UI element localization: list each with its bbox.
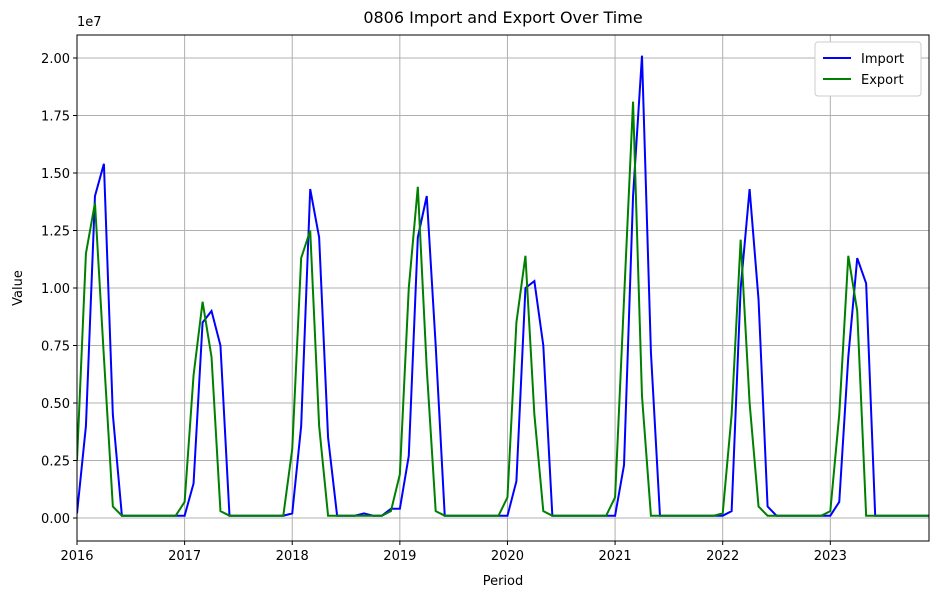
y-tick-label: 0.00 <box>41 512 70 527</box>
line-series <box>77 101 929 517</box>
x-tick-label: 2020 <box>491 549 524 564</box>
x-tick-label: 2022 <box>706 549 739 564</box>
y-tick-label: 1.25 <box>41 225 70 240</box>
x-tick-label: 2016 <box>60 549 93 564</box>
y-tick-label: 0.50 <box>41 397 70 412</box>
legend: Import Export <box>814 41 922 97</box>
y-tick-label: 2.00 <box>41 52 70 67</box>
plot-frame <box>76 34 930 542</box>
x-tick-label: 2023 <box>814 549 847 564</box>
y-tick-label: 0.75 <box>41 340 70 355</box>
x-tick-label: 2018 <box>276 549 309 564</box>
offset-label: 1e7 <box>77 15 102 30</box>
x-tick-label: 2019 <box>383 549 416 564</box>
y-tick-label: 1.50 <box>41 167 70 182</box>
legend-label: Export <box>861 73 904 88</box>
x-tick-label: 2017 <box>168 549 201 564</box>
y-tick-label: 0.25 <box>41 455 70 470</box>
y-axis-label: Value <box>11 270 26 306</box>
y-tick-label: 1.00 <box>41 282 70 297</box>
y-tick-label: 1.75 <box>41 110 70 125</box>
line-series <box>77 55 929 517</box>
legend-label: Import <box>861 52 904 67</box>
x-axis-label: Period <box>483 574 524 589</box>
chart-title: 0806 Import and Export Over Time <box>363 8 642 27</box>
legend-box <box>814 41 922 97</box>
x-tick-label: 2021 <box>599 549 632 564</box>
